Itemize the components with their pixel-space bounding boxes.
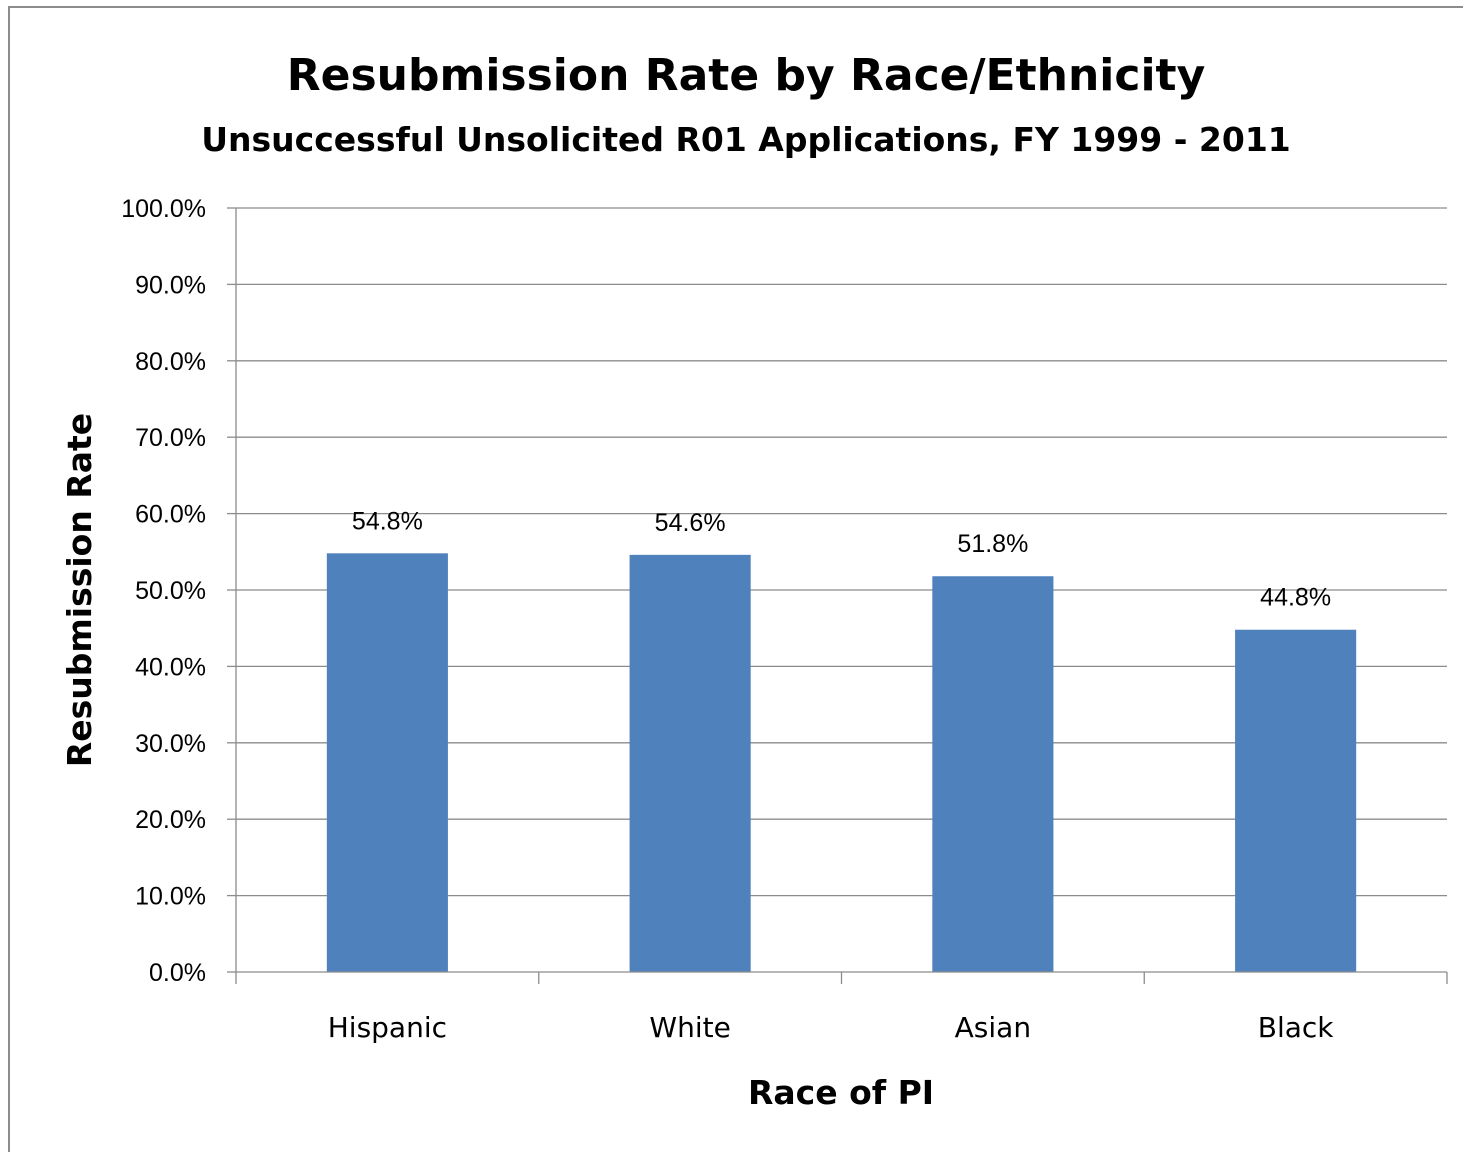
y-tick-label: 30.0%	[135, 730, 206, 758]
y-tick-label: 0.0%	[149, 959, 206, 987]
y-tick-label: 10.0%	[135, 883, 206, 911]
y-axis-title: Resubmission Rate	[60, 413, 99, 767]
data-label: 54.6%	[655, 509, 726, 537]
y-tick-label: 40.0%	[135, 653, 206, 681]
x-axis-title: Race of PI	[748, 1073, 934, 1112]
y-tick-label: 100.0%	[121, 195, 206, 223]
y-tick-label: 90.0%	[135, 271, 206, 299]
y-axis-ticks: 0.0% 10.0% 20.0% 30.0% 40.0% 50.0% 60.0% 70.0% 8…	[121, 195, 236, 987]
data-label: 54.8%	[352, 507, 423, 535]
y-tick-label: 50.0%	[135, 577, 206, 605]
y-tick-label: 80.0%	[135, 348, 206, 376]
x-category-label: White	[649, 1011, 730, 1044]
x-category-label: Hispanic	[328, 1011, 447, 1044]
bar	[1235, 629, 1357, 972]
data-label: 44.8%	[1260, 584, 1331, 612]
bar	[629, 554, 751, 972]
x-category-label: Black	[1258, 1011, 1335, 1044]
bar	[932, 576, 1054, 972]
chart-title: Resubmission Rate by Race/Ethnicity	[287, 50, 1206, 101]
data-label: 51.8%	[957, 530, 1028, 558]
x-axis: Hispanic White Asian Black	[235, 208, 1448, 1044]
bar	[326, 553, 448, 972]
chart-subtitle: Unsuccessful Unsolicited R01 Application…	[201, 120, 1291, 159]
y-tick-label: 20.0%	[135, 806, 206, 834]
y-tick-label: 70.0%	[135, 424, 206, 452]
x-category-label: Asian	[955, 1011, 1031, 1044]
bars: 54.8% 54.6% 51.8% 44.8%	[326, 507, 1357, 972]
y-tick-label: 60.0%	[135, 501, 206, 529]
